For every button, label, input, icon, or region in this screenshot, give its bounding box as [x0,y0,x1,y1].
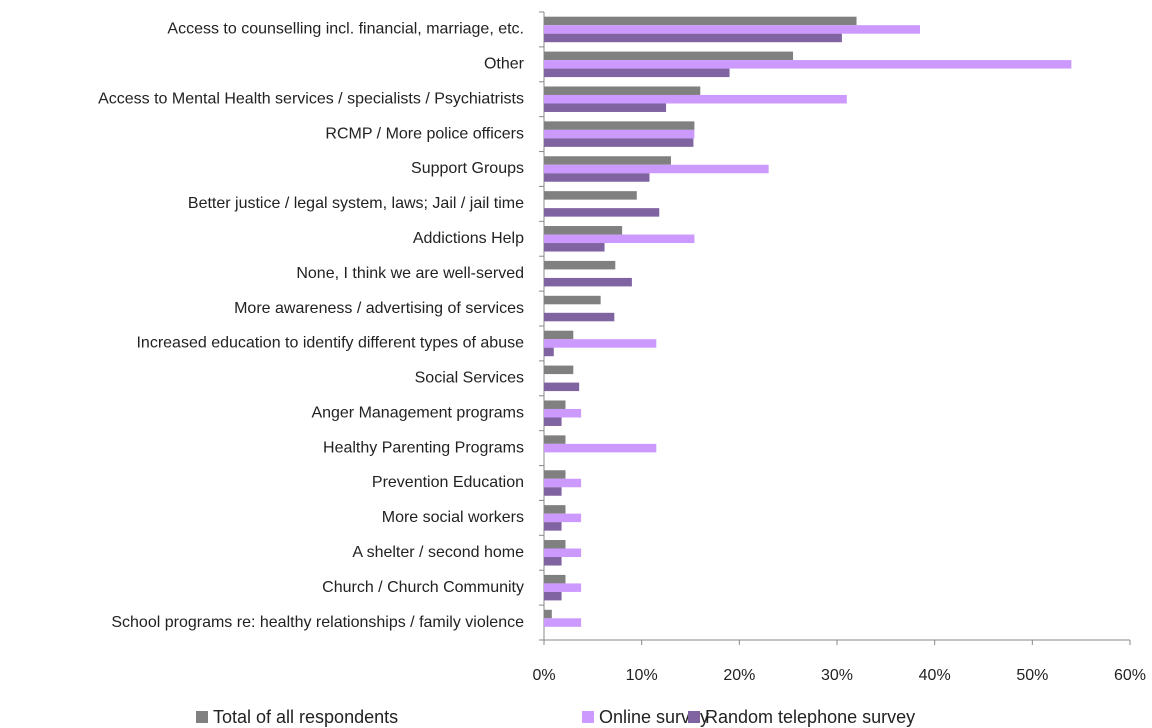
y-tick-label: A shelter / second home [352,544,524,561]
bar [544,164,769,174]
y-tick-label: Better justice / legal system, laws; Jai… [188,195,524,212]
bar [544,583,582,592]
y-tick-label: Access to Mental Health services / speci… [98,90,524,107]
y-tick-label: Addictions Help [413,230,524,247]
bar [544,591,562,601]
legend-label: Total of all respondents [213,707,398,727]
y-tick-label: Increased education to identify differen… [136,335,524,352]
x-tick-label: 10% [626,667,658,684]
bar [544,365,574,375]
y-tick-label: More social workers [382,509,524,526]
legend-label: Random telephone survey [705,707,915,727]
bar [544,400,566,409]
bar [544,435,566,444]
bar [544,522,562,531]
bar [544,16,857,26]
bar [544,557,562,566]
y-tick-label: Access to counselling incl. financial, m… [167,21,524,38]
y-tick-label: RCMP / More police officers [325,125,524,142]
bar [544,417,562,426]
bar [544,618,582,627]
x-tick-label: 30% [821,667,853,684]
bar [544,487,562,496]
y-tick-label: Church / Church Community [322,579,524,596]
bar [544,443,657,453]
y-tick-label: Anger Management programs [311,404,524,421]
bar [544,330,574,340]
bar [544,138,694,147]
bar [544,60,1072,69]
bar [544,226,623,235]
x-tick-label: 40% [919,667,951,684]
bar [544,103,667,112]
bar [544,129,695,139]
bar [544,68,730,78]
bar [544,234,695,244]
legend-swatch [196,711,208,723]
bar [544,25,921,34]
bar [544,277,632,287]
y-tick-label: Prevention Education [372,474,524,491]
bar [544,408,582,418]
bar [544,208,660,217]
bar [544,540,566,549]
bar [544,478,582,488]
bar [544,260,616,270]
legend-label: Online survey [599,707,709,727]
y-tick-label: None, I think we are well-served [296,265,524,282]
x-tick-label: 0% [532,667,555,684]
bar [544,94,847,104]
x-tick-label: 50% [1016,667,1048,684]
bar [544,339,657,348]
bar [544,347,554,357]
x-tick-label: 20% [723,667,755,684]
bar [544,86,701,95]
y-tick-label: Healthy Parenting Programs [323,439,524,456]
bar [544,121,695,130]
x-tick-label: 60% [1114,667,1146,684]
bar [544,191,637,200]
bar [544,609,552,619]
bar [544,505,566,514]
bar [544,574,566,584]
bar [544,548,582,558]
bar [544,33,842,43]
bar [544,513,582,523]
bar [544,295,601,305]
legend-swatch [688,711,700,723]
bar [544,243,605,252]
y-tick-label: More awareness / advertising of services [234,300,524,317]
y-tick-label: Support Groups [411,160,524,177]
bar [544,382,580,392]
bar [544,173,650,182]
y-tick-label: Other [484,56,525,73]
bar [544,51,794,61]
bar [544,470,566,479]
legend-swatch [582,711,594,723]
bar [544,156,671,165]
y-tick-label: School programs re: healthy relationship… [111,614,524,631]
y-tick-label: Social Services [415,370,524,387]
bar [544,312,615,322]
